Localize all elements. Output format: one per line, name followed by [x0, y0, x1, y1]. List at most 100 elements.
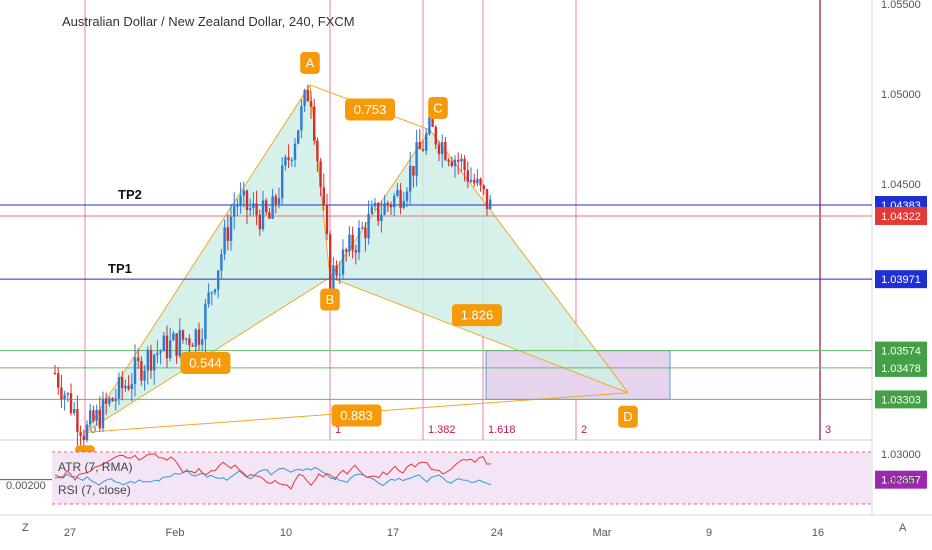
candle-body [418, 142, 421, 150]
point-label-c: C [433, 100, 442, 115]
candle-body [57, 373, 60, 388]
candle-body [287, 157, 290, 160]
candle-body [399, 190, 402, 208]
candle-body [313, 106, 316, 141]
candle-body [338, 274, 341, 276]
candle-body [341, 249, 345, 275]
auto-scale-button[interactable]: A [899, 522, 907, 534]
candle-body [220, 254, 223, 271]
chart-title: Australian Dollar / New Zealand Dollar, … [62, 14, 355, 29]
candle-body [405, 191, 409, 202]
candle-body [284, 157, 287, 166]
candle-body [265, 200, 268, 213]
candle-body [117, 377, 121, 399]
candle-body [226, 227, 229, 241]
candle-body [332, 265, 335, 291]
candle-body [421, 149, 425, 151]
candle-body [66, 393, 69, 395]
tp2-label: TP2 [118, 187, 142, 202]
price-badge [875, 470, 927, 489]
candle-body [197, 329, 201, 345]
price-badge-label: 1.03478 [881, 363, 921, 375]
ratio-label: 0.753 [354, 102, 387, 117]
ratio-label-box [452, 304, 502, 327]
price-badge [875, 341, 927, 360]
candle-body [89, 410, 92, 425]
candle-body [149, 349, 153, 371]
zoom-icon[interactable]: Z [22, 522, 29, 534]
candle-body [156, 352, 159, 355]
point-label-b: B [326, 292, 335, 307]
candle-body [201, 339, 204, 345]
candle-body [277, 198, 281, 204]
candle-body [207, 292, 210, 304]
candle-body [409, 165, 412, 192]
candle-body [85, 424, 89, 441]
price-tick-label: 1.03000 [881, 449, 921, 461]
fib-time-label: 1 [335, 424, 341, 436]
candle-body [60, 387, 63, 400]
candle-body [396, 190, 399, 196]
fib-time-label: 2 [581, 424, 587, 436]
time-axis-label: 24 [491, 527, 503, 539]
time-axis-label: 17 [387, 527, 399, 539]
atr-line [54, 466, 492, 487]
candle-body [140, 360, 143, 381]
candle-body [370, 206, 373, 214]
candle-body [255, 203, 258, 215]
pattern-leg [429, 129, 629, 394]
fib-time-label: 1.618 [488, 424, 516, 436]
time-axis-label: 27 [64, 527, 76, 539]
candle-body [383, 203, 386, 215]
candle-body [335, 265, 338, 276]
candle-body [431, 116, 434, 127]
fib-time-label: 0 [90, 424, 96, 436]
xab-triangle [85, 84, 330, 433]
candle-body [143, 370, 146, 381]
ratio-label: 0.883 [340, 408, 373, 423]
candle-body [354, 250, 357, 253]
candle-body [412, 165, 415, 176]
candle-body [325, 205, 329, 235]
candle-body [181, 330, 185, 340]
candle-body [130, 384, 133, 389]
price-badge [875, 390, 927, 409]
candle-body [450, 161, 453, 167]
candle-body [217, 270, 220, 290]
candle-body [108, 398, 111, 404]
candle-body [428, 116, 431, 134]
candle-body [114, 398, 117, 402]
candle-body [361, 227, 364, 229]
time-axis-label: 16 [812, 527, 824, 539]
candle-body [92, 410, 95, 421]
candle-body [319, 161, 322, 188]
candle-body [249, 207, 252, 211]
candle-body [322, 187, 325, 206]
candles [53, 84, 492, 450]
candle-body [172, 333, 175, 341]
point-label-d-box [618, 405, 638, 428]
ratio-label-box [345, 98, 395, 121]
candle-body [389, 205, 393, 208]
candle-body [345, 249, 348, 252]
candle-body [194, 329, 197, 347]
point-label-a: A [306, 55, 315, 70]
candle-body [300, 106, 303, 131]
candle-body [233, 206, 236, 217]
candle-body [425, 133, 428, 151]
candle-body [453, 159, 457, 167]
candle-body [169, 340, 172, 359]
candle-body [402, 201, 405, 208]
candle-body [290, 159, 293, 161]
time-axis-label: Feb [166, 527, 185, 539]
candle-body [137, 357, 140, 361]
candle-body [415, 142, 418, 176]
candle-body [274, 196, 277, 204]
candle-body [204, 303, 207, 340]
candle-body [303, 90, 306, 107]
price-badge-label: 1.04322 [881, 211, 921, 223]
candle-body [69, 393, 73, 414]
point-label-d: D [623, 409, 632, 424]
fib-time-label: 1.382 [428, 424, 456, 436]
